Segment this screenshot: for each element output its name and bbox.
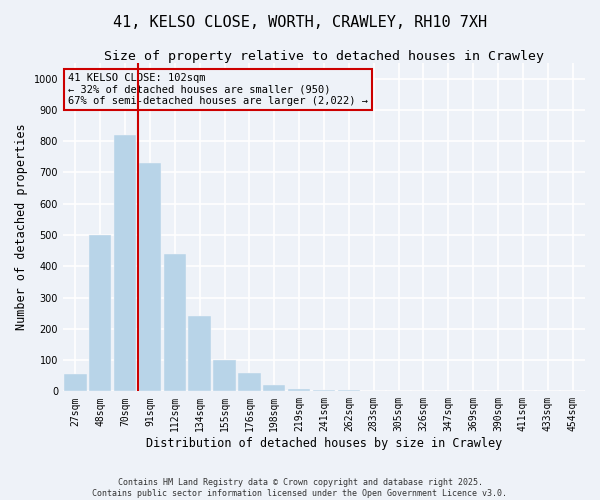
Text: 41, KELSO CLOSE, WORTH, CRAWLEY, RH10 7XH: 41, KELSO CLOSE, WORTH, CRAWLEY, RH10 7X…	[113, 15, 487, 30]
Bar	[388, 390, 410, 392]
Bar	[238, 372, 260, 392]
Bar	[114, 135, 136, 392]
Text: 41 KELSO CLOSE: 102sqm
← 32% of detached houses are smaller (950)
67% of semi-de: 41 KELSO CLOSE: 102sqm ← 32% of detached…	[68, 73, 368, 106]
Bar	[89, 235, 112, 392]
X-axis label: Distribution of detached houses by size in Crawley: Distribution of detached houses by size …	[146, 437, 502, 450]
Bar	[64, 374, 86, 392]
Bar	[362, 390, 385, 392]
Y-axis label: Number of detached properties: Number of detached properties	[15, 124, 28, 330]
Bar	[338, 390, 360, 392]
Bar	[288, 389, 310, 392]
Bar	[139, 163, 161, 392]
Bar	[188, 316, 211, 392]
Bar	[313, 390, 335, 392]
Text: Contains HM Land Registry data © Crown copyright and database right 2025.
Contai: Contains HM Land Registry data © Crown c…	[92, 478, 508, 498]
Bar	[164, 254, 186, 392]
Bar	[214, 360, 236, 392]
Title: Size of property relative to detached houses in Crawley: Size of property relative to detached ho…	[104, 50, 544, 63]
Bar	[263, 385, 286, 392]
